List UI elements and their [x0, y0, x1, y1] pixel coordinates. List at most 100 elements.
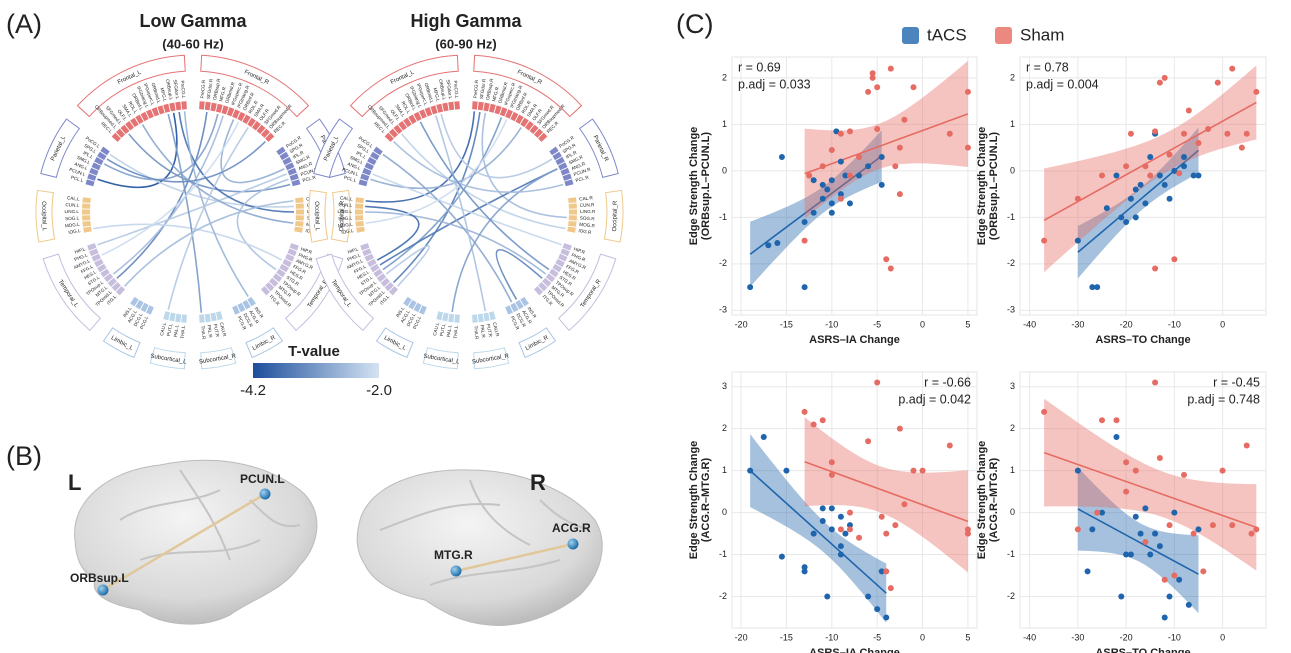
- point: [811, 531, 817, 537]
- point: [865, 594, 871, 600]
- region-node: [216, 311, 223, 320]
- region-node: [82, 203, 90, 208]
- module-label: Occipital_R: [612, 200, 619, 231]
- region-label: CAL.R: [579, 195, 594, 202]
- point: [774, 240, 780, 246]
- node: [260, 489, 271, 500]
- y-tick-label: 0: [722, 165, 727, 175]
- annotation: r = -0.45: [1213, 375, 1260, 389]
- point: [1229, 522, 1235, 528]
- point: [824, 594, 830, 600]
- y-tick-label: 0: [1010, 507, 1015, 517]
- region-label: LING.L: [64, 209, 79, 214]
- point: [870, 70, 876, 76]
- region-node: [355, 215, 363, 220]
- node: [98, 585, 109, 596]
- point: [1152, 379, 1158, 385]
- point: [1113, 434, 1119, 440]
- point: [1176, 170, 1182, 176]
- panel-label: (C): [676, 9, 713, 39]
- point: [1244, 442, 1250, 448]
- point: [910, 468, 916, 474]
- point: [1176, 577, 1182, 583]
- x-tick-label: 0: [920, 319, 925, 329]
- region-node: [472, 314, 478, 322]
- region-node: [82, 215, 90, 220]
- annotation: p.adj = 0.004: [1026, 77, 1099, 91]
- region-node: [294, 227, 303, 233]
- point: [901, 117, 907, 123]
- point: [1075, 526, 1081, 532]
- x-tick-label: -20: [1120, 319, 1133, 329]
- y-axis-label: (ORBsup.L–PCUN.L): [700, 132, 712, 241]
- point: [879, 514, 885, 520]
- point: [883, 615, 889, 621]
- point: [1133, 514, 1139, 520]
- point: [802, 409, 808, 415]
- point: [901, 501, 907, 507]
- region-node: [356, 227, 365, 233]
- region-node: [472, 101, 478, 109]
- hemisphere-label: L: [68, 470, 81, 495]
- point: [783, 468, 789, 474]
- region-node: [291, 179, 300, 186]
- point: [1099, 417, 1105, 423]
- point: [883, 531, 889, 537]
- point: [779, 154, 785, 160]
- point: [1075, 238, 1081, 244]
- point: [838, 159, 844, 165]
- region-node: [478, 314, 484, 323]
- point: [947, 442, 953, 448]
- point: [879, 154, 885, 160]
- point: [1123, 163, 1129, 169]
- point: [824, 186, 830, 192]
- y-axis-label: Edge Strength Change: [976, 127, 988, 246]
- x-tick-label: 0: [1220, 632, 1225, 642]
- point: [1133, 468, 1139, 474]
- node-label: ACG.R: [552, 521, 591, 535]
- point: [874, 606, 880, 612]
- point: [1253, 89, 1259, 95]
- point: [1210, 522, 1216, 528]
- node-label: MTG.R: [434, 548, 473, 562]
- y-tick-label: 1: [1010, 465, 1015, 475]
- region-node: [436, 104, 443, 113]
- x-tick-label: -5: [873, 632, 881, 642]
- point: [820, 417, 826, 423]
- module-label: Occipital_L: [40, 201, 47, 231]
- x-tick-label: -20: [735, 319, 748, 329]
- x-tick-label: -15: [780, 319, 793, 329]
- y-tick-label: -1: [1007, 212, 1015, 222]
- point: [1181, 154, 1187, 160]
- point: [1152, 531, 1158, 537]
- point: [820, 505, 826, 511]
- region-label: THA.L: [180, 325, 186, 339]
- region-label: IOG.R: [578, 228, 592, 235]
- point: [888, 266, 894, 272]
- region-node: [296, 209, 304, 214]
- x-axis-label: ASRS–IA Change: [809, 647, 900, 653]
- region-node: [210, 103, 216, 112]
- y-tick-label: -2: [1007, 591, 1015, 601]
- point: [1157, 455, 1163, 461]
- y-axis-label: (ACG.R–MTG.R): [988, 458, 1000, 543]
- point: [838, 131, 844, 137]
- x-tick-label: -30: [1071, 319, 1084, 329]
- region-label: PreCG.L: [180, 80, 186, 99]
- connection: [496, 250, 542, 300]
- chart-title: High Gamma: [410, 11, 522, 31]
- x-tick-label: -10: [825, 632, 838, 642]
- point: [965, 89, 971, 95]
- region-node: [454, 101, 460, 109]
- point: [1171, 510, 1177, 516]
- point: [747, 284, 753, 290]
- chart-subtitle: (40-60 Hz): [162, 36, 223, 51]
- point: [1249, 531, 1255, 537]
- point: [829, 200, 835, 206]
- region-node: [483, 313, 489, 322]
- x-tick-label: -15: [780, 632, 793, 642]
- brain-right: R MTG.R ACG.R: [357, 470, 602, 626]
- y-tick-label: 1: [1010, 119, 1015, 129]
- region-label: IOG.L: [341, 228, 354, 235]
- y-tick-label: -1: [719, 212, 727, 222]
